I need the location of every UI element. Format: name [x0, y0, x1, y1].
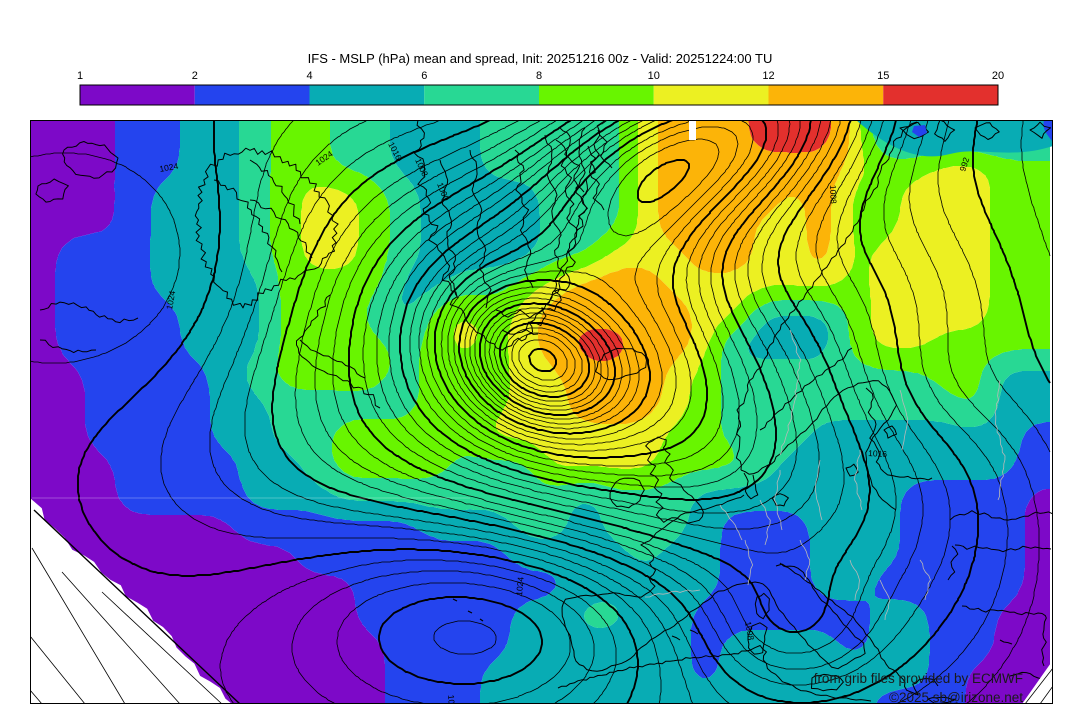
svg-text:from grib files provided by EC: from grib files provided by ECMWF: [814, 671, 1023, 686]
svg-text:1008: 1008: [446, 694, 458, 704]
svg-text:1008: 1008: [743, 621, 756, 642]
svg-text:992: 992: [957, 156, 971, 173]
svg-text:8: 8: [536, 70, 542, 82]
svg-text:12: 12: [762, 70, 774, 82]
svg-text:©2025 sb@irizone.net: ©2025 sb@irizone.net: [889, 690, 1023, 704]
svg-text:20: 20: [992, 70, 1004, 82]
svg-text:4: 4: [306, 70, 312, 82]
svg-text:1024: 1024: [159, 161, 180, 174]
svg-text:1008: 1008: [828, 185, 839, 205]
svg-text:10: 10: [648, 70, 660, 82]
svg-text:1024: 1024: [164, 290, 177, 311]
svg-text:6: 6: [421, 70, 427, 82]
svg-text:15: 15: [877, 70, 889, 82]
svg-text:1024: 1024: [514, 576, 526, 596]
svg-text:1016: 1016: [868, 448, 888, 459]
svg-text:1: 1: [77, 70, 83, 82]
svg-text:2: 2: [192, 70, 198, 82]
